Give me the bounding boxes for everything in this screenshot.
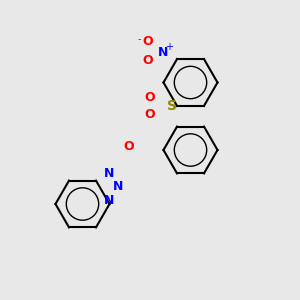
Text: O: O — [145, 108, 155, 121]
Text: N: N — [112, 181, 123, 194]
Text: N: N — [158, 46, 169, 59]
Text: N: N — [104, 167, 115, 180]
Text: O: O — [145, 92, 155, 104]
Text: -: - — [137, 34, 141, 44]
Text: O: O — [142, 54, 153, 67]
Text: +: + — [165, 42, 173, 52]
Text: S: S — [167, 98, 177, 112]
Text: O: O — [142, 35, 153, 48]
Text: O: O — [123, 140, 134, 153]
Text: N: N — [104, 194, 115, 207]
